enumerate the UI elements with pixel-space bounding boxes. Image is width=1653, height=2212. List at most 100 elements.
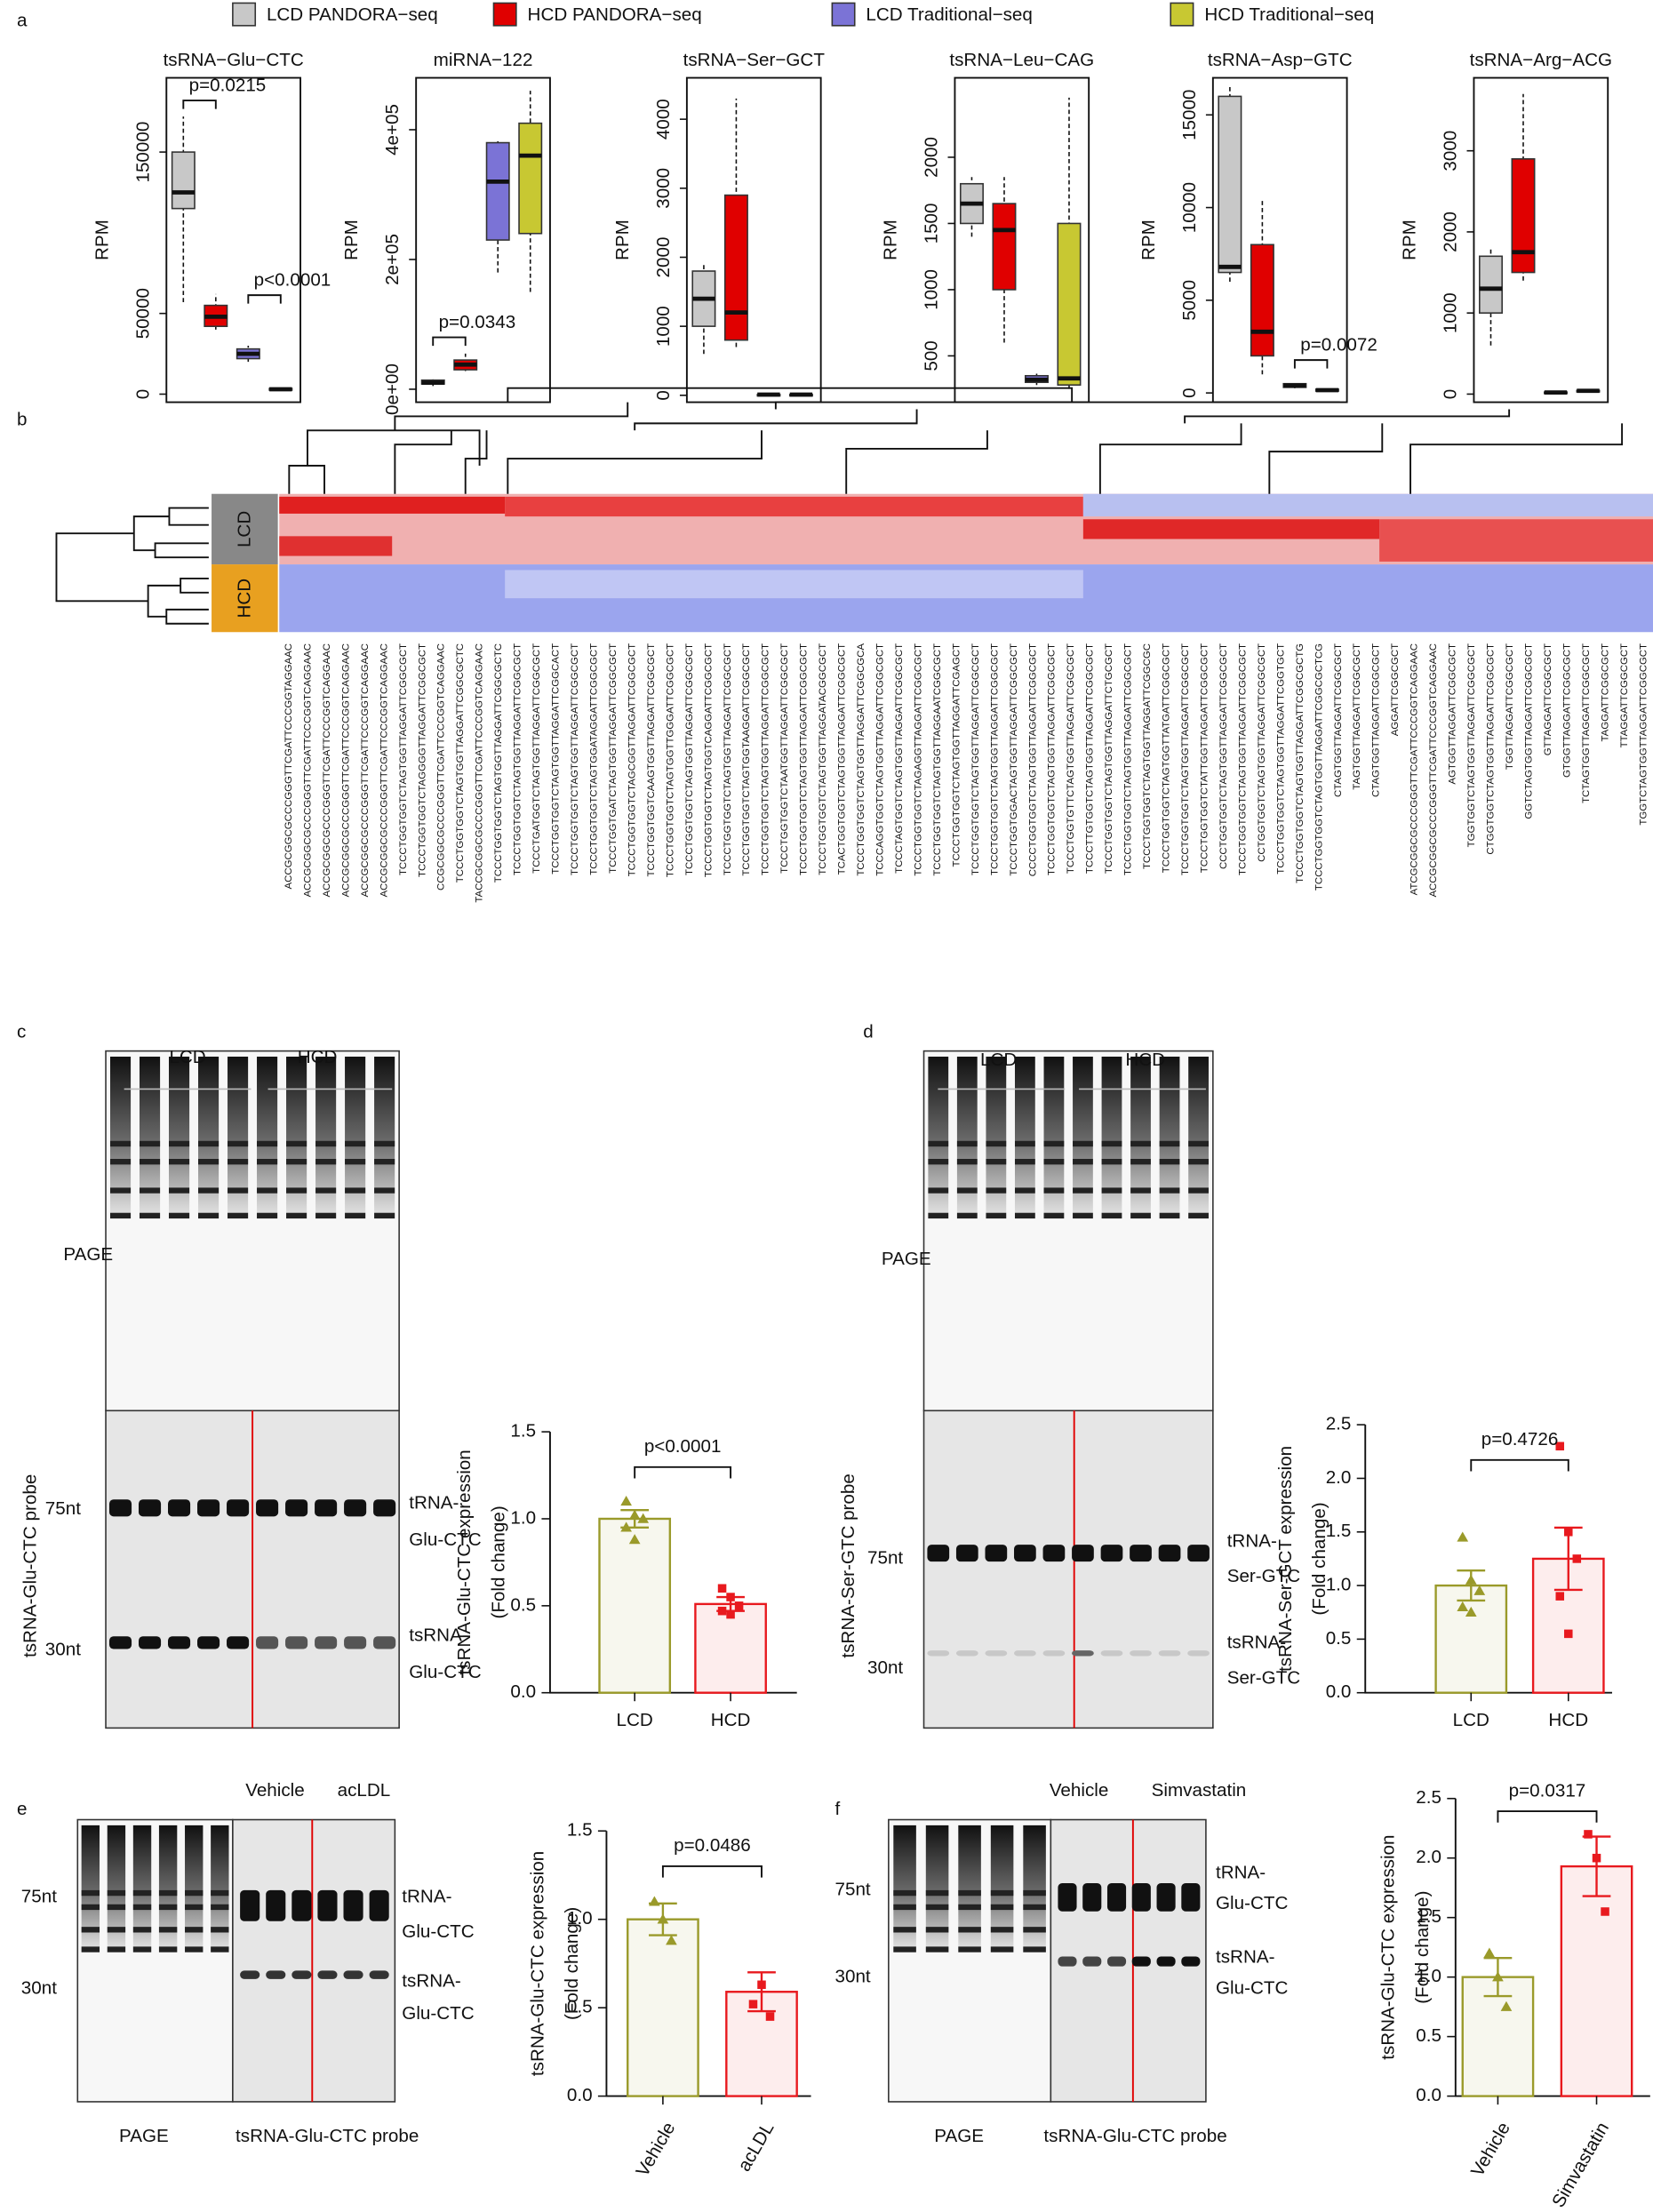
gel-band [257, 1159, 278, 1165]
box [1057, 222, 1082, 386]
column-label: TCCCTGGTGGTCTAGTGGTTAGGATTCGGCGCT [723, 643, 733, 875]
legend-label: LCD PANDORA−seq [267, 4, 438, 25]
data-point [748, 2000, 758, 2008]
y-tick-label: 1000 [921, 269, 941, 310]
column-label: TCCCTGATGGTCTAGTGGTTAGGATTCGGCGCT [531, 643, 542, 874]
gel-band [185, 1946, 204, 1952]
significance-bracket [432, 336, 467, 347]
gel-band [893, 1889, 916, 1897]
data-point [1564, 1528, 1573, 1537]
gel-band [285, 1499, 308, 1517]
gel-band [928, 1212, 949, 1219]
gel-band [1043, 1187, 1065, 1194]
x-tick-label: Simvastatin [1548, 2119, 1613, 2211]
gel-smear [109, 1056, 132, 1219]
column-label: CCCCTGGTGGTCTAGTGGTTAGGATTCGGCGCT [1027, 643, 1038, 876]
chart-title: tsRNA−Arg−ACG [1470, 50, 1612, 70]
gel-band [1014, 1159, 1035, 1165]
plot-frame [1211, 76, 1348, 403]
column-label: TCCCTGGTGGTCTAGTGGTTAGGATACGGCGCT [818, 643, 828, 875]
column-label: TCCCTGGTGGTCTAGTGGTTAGGATTCGGCGCT [513, 643, 523, 875]
gel-band [132, 1889, 152, 1897]
column-label: TCCCTGGTGGTCTAGTGGTTAGGATTCGGCGCTC [455, 643, 466, 882]
y-axis-label: tsRNA-Glu-CTC expression [1378, 1835, 1399, 2060]
gel-smear [928, 1056, 949, 1219]
gel-band [1014, 1187, 1035, 1194]
gel-band [185, 1927, 204, 1933]
gel-band [256, 1636, 279, 1649]
gel-band [315, 1499, 338, 1517]
gel-smear [139, 1056, 161, 1219]
data-point [1564, 1629, 1573, 1639]
column-label: TCCCTTGTGGTCTAGTGGTTAGGATTCGGCGCT [1085, 643, 1096, 874]
gel-band [1188, 1212, 1209, 1219]
column-label: ACCGCGGCGCCCGGGTTCGATTCCCGGTAGGAAC [283, 643, 294, 890]
gel-label: 75nt [835, 1879, 871, 1899]
gel-smear [168, 1056, 190, 1219]
gel-band [132, 1904, 152, 1911]
column-label: TCCCTGGTGGTCTAGTGGTAAGGATTCGGCGCT [741, 643, 752, 876]
y-tick-label: 150000 [132, 122, 153, 183]
gel-band [1156, 1882, 1176, 1912]
y-axis-label: tsRNA-Ser-GCT expression [1275, 1446, 1296, 1672]
panel-letter: f [835, 1799, 841, 1819]
panel-letter: a [17, 11, 28, 31]
y-axis-label: tsRNA-Glu-CTC expression [528, 1851, 548, 2076]
gel-band [1082, 1882, 1102, 1912]
gel-band [928, 1140, 949, 1147]
gel-label: Vehicle [245, 1780, 305, 1801]
gel-smear [1130, 1056, 1151, 1219]
gel-label: tsRNA- [1216, 1947, 1274, 1968]
gel-band [985, 1650, 1008, 1657]
gel [76, 1818, 234, 2103]
gel-band [168, 1140, 190, 1147]
column-label: TCCCTGGTGGTCTAGTGGTTAGGATTCGGCGCT [970, 643, 981, 875]
y-tick-label: 1500 [921, 203, 941, 244]
gel-band [1106, 1882, 1127, 1912]
gel-band [81, 1946, 100, 1952]
column-label: TCCCTGGTGGTCTAGTGGTTAGGATTCGGCGCT [398, 643, 409, 875]
significance-bracket [247, 294, 282, 304]
plot-frame [415, 76, 551, 403]
gel-band [228, 1159, 249, 1165]
data-point [757, 1980, 766, 1990]
column-label: CCCTGGTGGTCTAGTGGTTAGGATTCGGCGCT [1218, 643, 1229, 869]
gel-band [108, 1636, 132, 1649]
gel-band [315, 1212, 337, 1219]
gel-band [257, 1212, 278, 1219]
gel-band [197, 1636, 220, 1649]
column-label: TCCCTGGTGGTCTAGTGGTTAGGATTCGGCACT [551, 643, 562, 874]
y-tick-label: 3000 [1441, 131, 1461, 172]
gel-band [345, 1159, 366, 1165]
chart-title: tsRNA−Leu−CAG [949, 50, 1094, 70]
column-label: TCCCTGGTGATCTAGTGGTTAGGATTCGGCGCT [608, 643, 619, 874]
gel-band [374, 1212, 395, 1219]
gel-band [1023, 1927, 1046, 1933]
significance-bracket [1470, 1458, 1569, 1472]
column-label: TAGTGGTTAGGATTCGGCGCT [1352, 643, 1362, 790]
gel-band [1043, 1140, 1065, 1147]
box [1250, 244, 1274, 357]
column-label: TTAGGATTCGGCGCT [1619, 643, 1630, 747]
y-tick-label: 1000 [653, 306, 674, 347]
gel-band [986, 1212, 1007, 1219]
column-label: GTTAGGATTCGGCGCT [1543, 643, 1553, 755]
column-label: TCCCTGGTGGTCTAGTGGTTAGGATTCGGCGCTCG [1314, 643, 1324, 890]
column-label: TCCCTGGTGGTCTAGTGGATAGGATTCGGCGCT [588, 643, 599, 875]
data-point [1500, 2000, 1513, 2011]
x-tick-label: LCD [1453, 1710, 1489, 1730]
y-tick-label: 0e+00 [382, 363, 403, 415]
gel-band [374, 1187, 395, 1194]
y-axis-label: RPM [1138, 220, 1159, 260]
legend-label: HCD Traditional−seq [1204, 4, 1374, 25]
gel-band [81, 1927, 100, 1933]
y-axis-label: (Fold change) [1309, 1502, 1330, 1615]
gel-label: Glu-CTC [409, 1529, 481, 1550]
y-tick-label: 2000 [653, 237, 674, 278]
column-label: TCCCTGGTGGTCTAGTGGTTATGATTCGGCGCT [1162, 643, 1172, 873]
gel-band [257, 1140, 278, 1147]
gel-band [168, 1499, 191, 1517]
gel-band [1188, 1159, 1209, 1165]
p-value: p<0.0001 [644, 1436, 722, 1457]
